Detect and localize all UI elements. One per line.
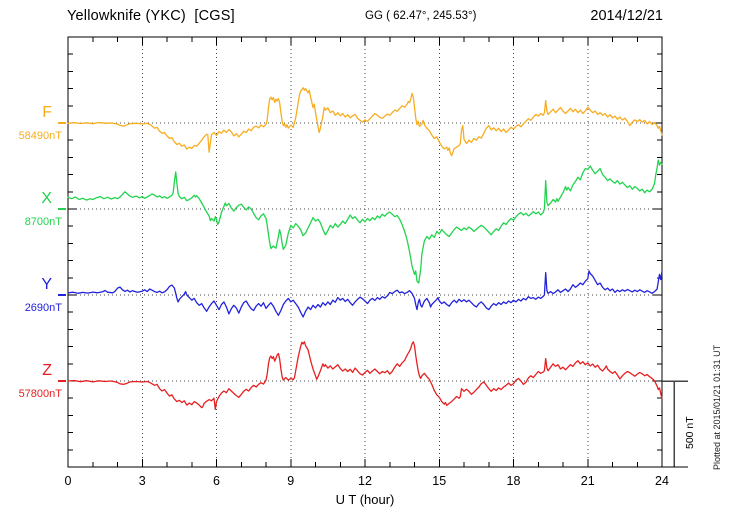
channel-baseline-x: 8700nT	[24, 216, 62, 228]
x-tick-label: 15	[432, 474, 447, 488]
trace-F	[67, 87, 663, 157]
x-tick-label: 0	[64, 474, 72, 488]
x-tick-label: 6	[213, 474, 220, 488]
x-tick-label: 21	[580, 474, 595, 488]
x-tick-label: 12	[358, 474, 372, 488]
plotted-timestamp-note: Plotted at 2015/01/21 01:31 UT	[712, 344, 722, 470]
x-axis-title: U T (hour)	[335, 492, 395, 507]
trace-Y	[67, 270, 663, 318]
plot-date: 2014/12/21	[590, 8, 663, 24]
channel-baseline-y: 2690nT	[24, 302, 62, 314]
channel-label-y: Y	[41, 276, 52, 293]
trace-Z	[67, 341, 663, 411]
channel-baseline-f: 58490nT	[18, 130, 62, 142]
station-title: Yellowknife (YKC) [CGS]	[67, 8, 235, 24]
channel-label-f: F	[42, 104, 52, 121]
x-tick-label: 3	[138, 474, 146, 488]
channel-label-x: X	[41, 190, 52, 207]
channel-baseline-z: 57800nT	[18, 388, 62, 400]
x-tick-label: 9	[287, 474, 295, 488]
scale-bar-label: 500 nT	[684, 416, 696, 449]
channel-label-z: Z	[42, 362, 52, 379]
geographic-coords: GG ( 62.47°, 245.53°)	[365, 10, 477, 22]
trace-X	[67, 159, 663, 284]
x-tick-label: 18	[506, 474, 521, 488]
x-tick-label: 24	[655, 474, 669, 488]
